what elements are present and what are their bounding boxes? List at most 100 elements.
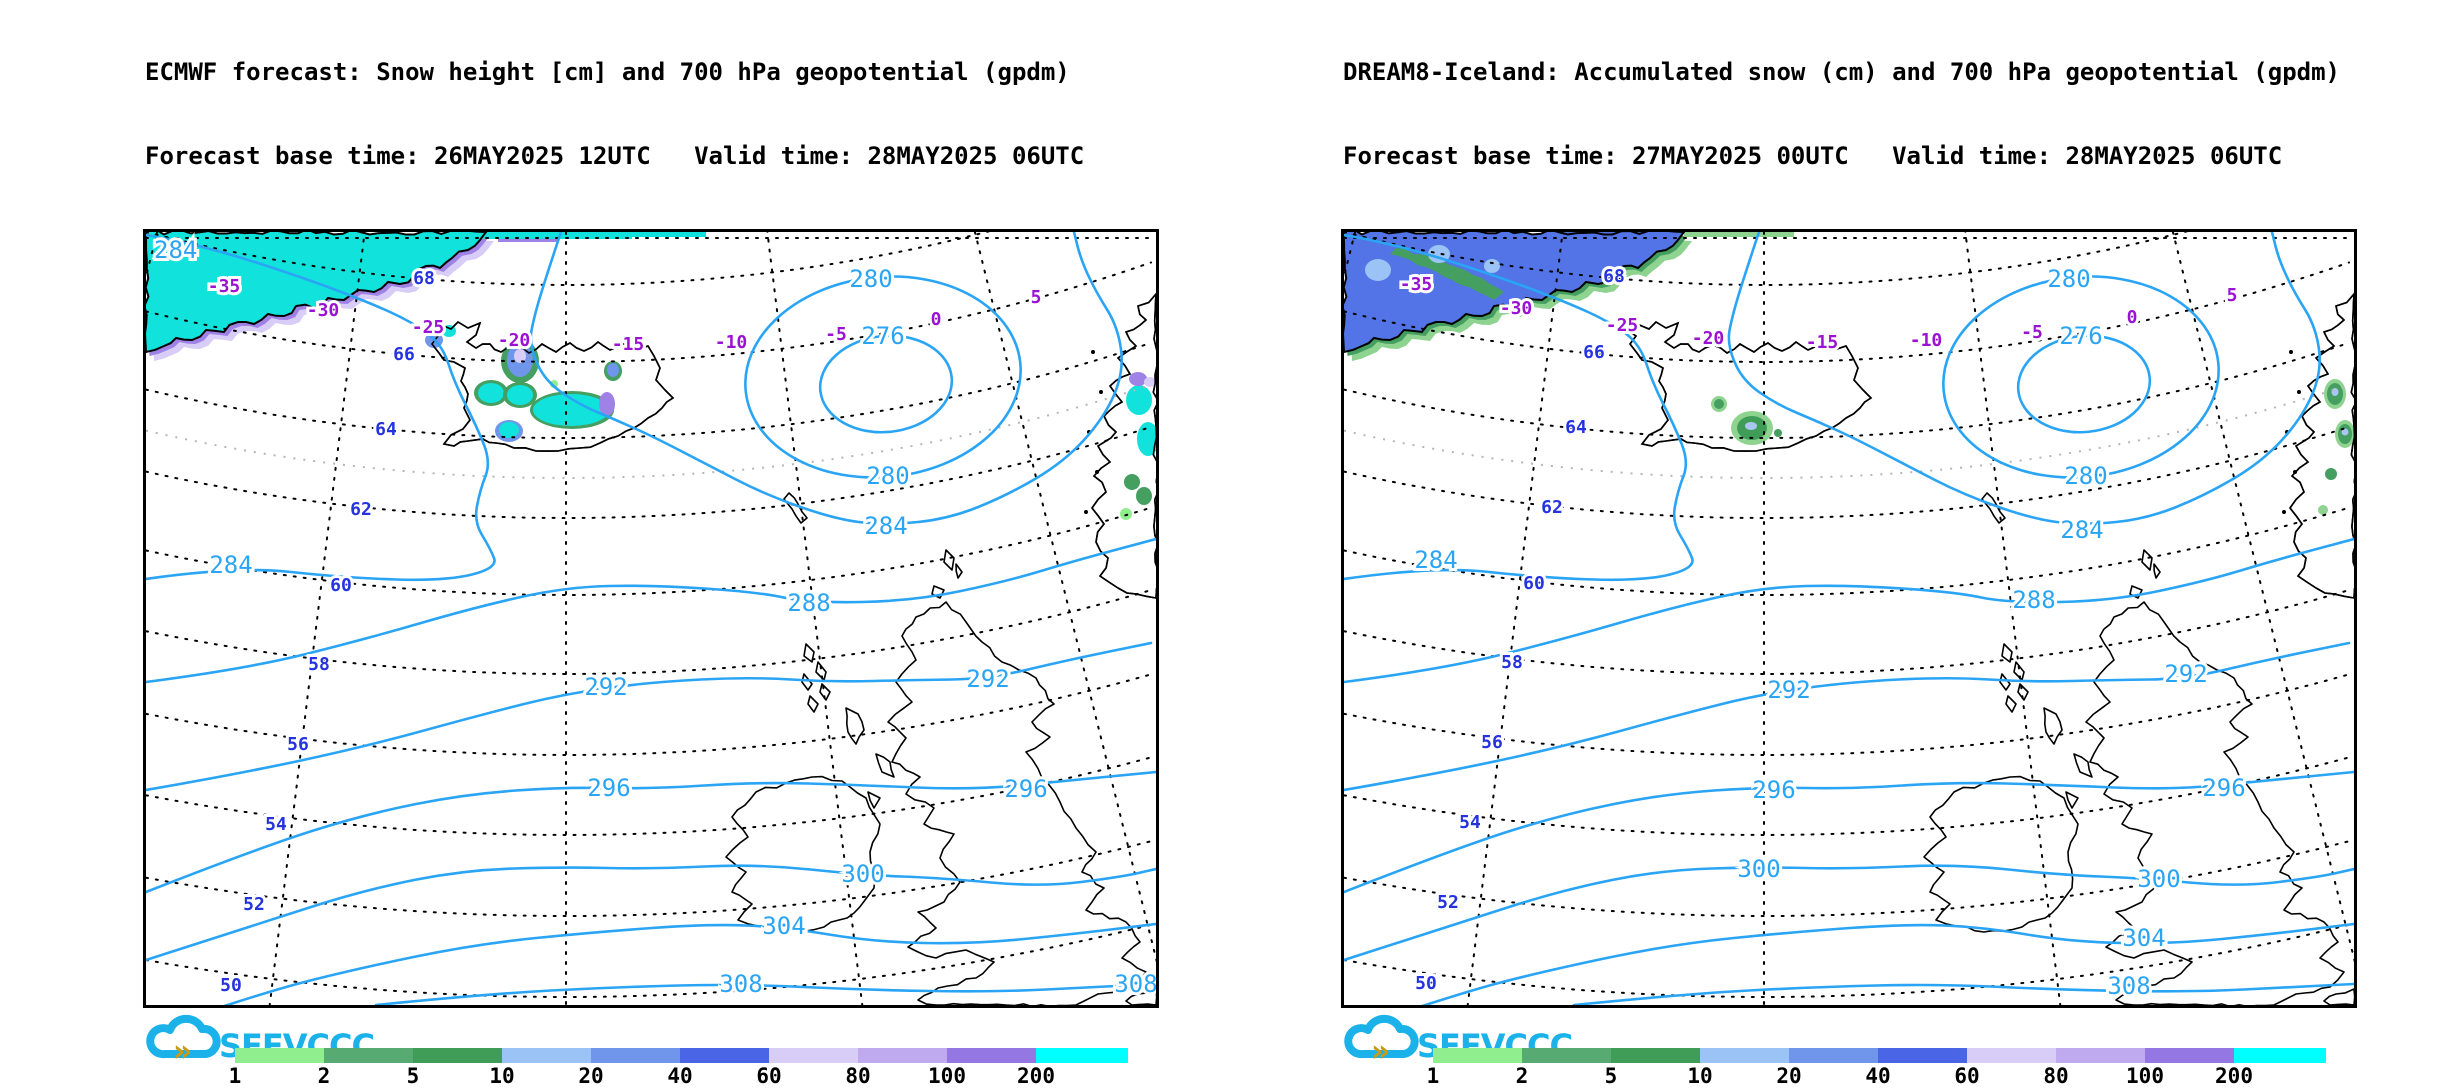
panel-title: ECMWF forecast: Snow height [cm] and 700… [145, 58, 1070, 86]
panel-dream8: DREAM8-Iceland: Accumulated snow (cm) an… [1225, 0, 2449, 1088]
colorbar-segment [947, 1048, 1036, 1063]
colorbar-label: 5 [1604, 1064, 1618, 1088]
latitude-label: 62 [1541, 497, 1563, 518]
colorbar-segment [680, 1048, 769, 1063]
longitude-label: 0 [2127, 307, 2138, 328]
geopotential-contour-label: 296 [1752, 776, 1795, 804]
panel-header-dream8: DREAM8-Iceland: Accumulated snow (cm) an… [1343, 2, 2449, 226]
panel-subtitle: Forecast base time: 26MAY2025 12UTC Vali… [145, 142, 1085, 170]
latitude-label: 60 [1523, 573, 1545, 594]
geopotential-contour-label: 284 [209, 551, 252, 579]
latitude-label: 60 [330, 575, 352, 596]
colorbar-segment [1967, 1048, 2056, 1063]
longitude-label: -30 [1500, 298, 1533, 319]
colorbar-segment [769, 1048, 858, 1063]
colorbar-label: 100 [928, 1064, 966, 1088]
latitude-label: 64 [1565, 417, 1587, 438]
colorbar-segment [2234, 1048, 2326, 1063]
longitude-label: -15 [612, 334, 645, 355]
latitude-label: 54 [265, 814, 287, 835]
geopotential-contour-label: 300 [841, 860, 884, 888]
geopotential-contour-label: 280 [866, 462, 909, 490]
colorbar-segment [1789, 1048, 1878, 1063]
longitude-label: 5 [1031, 287, 1042, 308]
colorbar-label: 40 [667, 1064, 693, 1088]
colorbar-label: 200 [1017, 1064, 1055, 1088]
geopotential-contour-label: 292 [584, 673, 627, 701]
longitude-label: -25 [412, 317, 445, 338]
geopotential-contour-label: 296 [1004, 775, 1047, 803]
colorbar-segment [1433, 1048, 1522, 1063]
colorbar-label: 100 [2126, 1064, 2164, 1088]
latitude-label: 66 [1583, 342, 1605, 363]
latitude-label: 52 [243, 894, 265, 915]
panel-subtitle: Forecast base time: 27MAY2025 00UTC Vali… [1343, 142, 2283, 170]
longitude-label: 0 [931, 309, 942, 330]
geopotential-contour-label: 280 [2064, 462, 2107, 490]
geopotential-contour-label: 276 [2059, 322, 2102, 350]
latitude-label: 52 [1437, 892, 1459, 913]
colorbar-label: 2 [1515, 1064, 1529, 1088]
colorbar-segment [502, 1048, 591, 1063]
geopotential-contour-label: 304 [762, 912, 805, 940]
latitude-label: 58 [1501, 652, 1523, 673]
geopotential-contour-label: 292 [1767, 676, 1810, 704]
longitude-label: -30 [307, 300, 340, 321]
geopotential-contour-label: 280 [2047, 265, 2090, 293]
longitude-label: -10 [715, 332, 748, 353]
colorbar-label: 1 [1426, 1064, 1440, 1088]
geopotential-contour-label: 280 [849, 265, 892, 293]
colorbar-segment [235, 1048, 324, 1063]
geopotential-contour-label: 284 [154, 236, 197, 264]
geopotential-contour-label: 288 [787, 589, 830, 617]
colorbar-segment [1036, 1048, 1128, 1063]
geopotential-contour-label: 296 [2202, 774, 2245, 802]
colorbar-segment [1522, 1048, 1611, 1063]
latitude-label: 56 [1481, 732, 1503, 753]
colorbar-label: 200 [2215, 1064, 2253, 1088]
colorbar-segment [1611, 1048, 1700, 1063]
geopotential-contour-label: 284 [2060, 516, 2103, 544]
latitude-label: 58 [308, 654, 330, 675]
longitude-label: -20 [498, 330, 531, 351]
colorbar-segment [1878, 1048, 1967, 1063]
geopotential-contour-label: 308 [1114, 970, 1157, 998]
snow-colorbar [1433, 1048, 2326, 1063]
snow-colorbar-labels: 1 2 5 10 20 40 60 80 100 200 [1427, 1064, 2353, 1090]
longitude-label: -5 [825, 324, 847, 345]
latitude-label: 50 [1415, 973, 1437, 994]
colorbar-label: 60 [756, 1064, 782, 1088]
latitude-label: 66 [393, 344, 415, 365]
colorbar-label: 80 [845, 1064, 871, 1088]
colorbar-segment [858, 1048, 947, 1063]
latitude-label: 68 [413, 268, 435, 289]
colorbar-segment [2056, 1048, 2145, 1063]
colorbar-segment [2145, 1048, 2234, 1063]
geopotential-contour-label: 308 [719, 970, 762, 998]
longitude-label: -15 [1806, 332, 1839, 353]
longitude-label: 5 [2227, 285, 2238, 306]
geopotential-contour-label: 300 [1737, 855, 1780, 883]
longitude-label: -20 [1692, 328, 1725, 349]
longitude-label: -5 [2021, 322, 2043, 343]
longitude-label: -10 [1910, 330, 1943, 351]
colorbar-segment [413, 1048, 502, 1063]
latitude-label: 54 [1459, 812, 1481, 833]
latitude-label: 56 [287, 734, 309, 755]
latitude-label: 68 [1603, 266, 1625, 287]
longitude-label: -25 [1606, 315, 1639, 336]
geopotential-contour-label: 288 [2012, 586, 2055, 614]
colorbar-label: 5 [406, 1064, 420, 1088]
colorbar-label: 1 [228, 1064, 242, 1088]
colorbar-label: 10 [489, 1064, 515, 1088]
map-dream8: 280 276 280 284 284 288 292 292 296 296 300 300 304 3… [1341, 229, 2357, 1008]
snow-colorbar [235, 1048, 1128, 1063]
geopotential-contour-label: 292 [2164, 660, 2207, 688]
panel-title: DREAM8-Iceland: Accumulated snow (cm) an… [1343, 58, 2340, 86]
logo-chevron-icon: » [1371, 1034, 1390, 1066]
colorbar-label: 80 [2043, 1064, 2069, 1088]
geopotential-contour-label: 300 [2137, 865, 2180, 893]
colorbar-label: 10 [1687, 1064, 1713, 1088]
longitude-label: -35 [1400, 274, 1433, 295]
geopotential-contour-label: 292 [966, 665, 1009, 693]
